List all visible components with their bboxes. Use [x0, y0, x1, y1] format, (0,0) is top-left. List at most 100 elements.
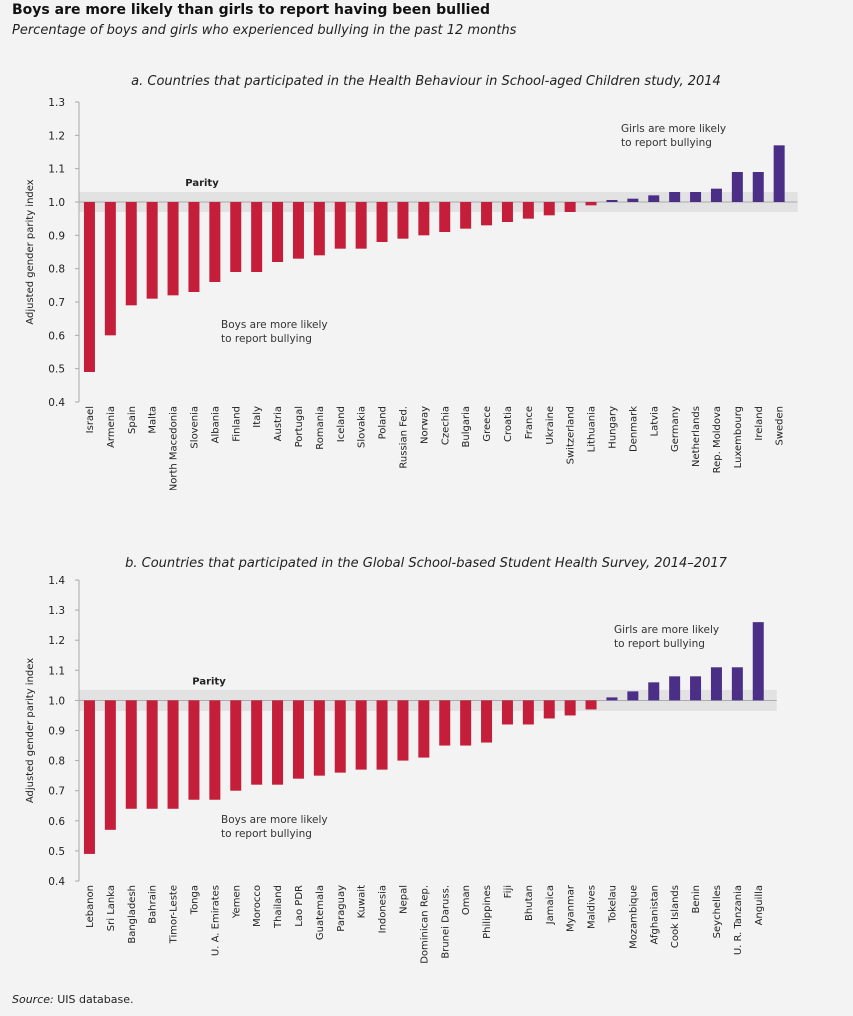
bar-portugal [292, 202, 304, 259]
category-label: Bangladesh [127, 885, 138, 944]
bar-guatemala [313, 700, 325, 776]
bar-luxembourg [731, 172, 743, 202]
category-label: Bulgaria [461, 406, 472, 447]
category-label: U. R. Tanzania [733, 885, 744, 955]
bar-ukraine [543, 202, 555, 216]
bar-morocco [251, 700, 263, 785]
category-label: France [524, 406, 535, 439]
category-label: Portugal [294, 406, 305, 447]
bar-greece [481, 202, 493, 226]
category-label: Slovenia [189, 406, 200, 449]
category-label: Romania [315, 406, 326, 450]
y-axis-label: Adjusted gender parity index [25, 658, 36, 803]
category-label: Afghanistan [649, 885, 660, 945]
category-label: Norway [419, 406, 430, 444]
bar-philippines [481, 700, 493, 743]
category-label: Bhutan [524, 885, 535, 921]
bar-slovenia [188, 202, 200, 292]
category-label: Myanmar [566, 884, 577, 932]
y-tick-label: 0.5 [48, 846, 65, 858]
category-label: Yemen [231, 885, 242, 919]
category-label: Armenia [106, 406, 117, 448]
bar-lao-pdr [292, 700, 304, 779]
category-label: Denmark [628, 406, 639, 452]
category-label: Malta [148, 406, 159, 434]
figure-subtitle: Percentage of boys and girls who experie… [12, 23, 517, 38]
category-label: Switzerland [566, 406, 577, 464]
source-text: UIS database. [53, 993, 134, 1006]
bar-tokelau [606, 697, 618, 701]
y-tick-label: 0.4 [48, 397, 65, 409]
category-label: Poland [378, 406, 389, 439]
bar-sweden [773, 145, 785, 202]
bar-maldives [585, 700, 597, 710]
category-label: Rep. Moldova [712, 406, 723, 473]
category-label: Jamaica [545, 885, 556, 925]
category-label: Tokelau [607, 885, 618, 923]
category-label: Indonesia [378, 885, 389, 933]
category-label: Sweden [775, 406, 786, 446]
boys-annotation: to report bullying [221, 333, 312, 345]
girls-annotation: Girls are more likely [614, 624, 719, 636]
category-label: U. A. Emirates [210, 885, 221, 956]
category-label: Latvia [649, 406, 660, 436]
category-label: Philippines [482, 885, 493, 939]
boys-annotation: to report bullying [221, 828, 312, 840]
bar-bulgaria [460, 202, 472, 229]
bar-netherlands [690, 192, 702, 202]
category-label: Paraguay [336, 885, 347, 932]
panel-title: b. Countries that participated in the Gl… [125, 556, 728, 571]
bar-spain [125, 202, 137, 306]
category-label: Hungary [607, 406, 618, 449]
category-label: Tonga [189, 885, 200, 915]
category-label: Slovakia [357, 406, 368, 448]
girls-annotation: to report bullying [621, 137, 712, 149]
category-label: Iceland [336, 406, 347, 442]
category-label: Anguilla [754, 885, 765, 925]
y-tick-label: 1.1 [48, 164, 65, 176]
bar-russian-fed- [397, 202, 409, 239]
bar-lebanon [83, 700, 95, 854]
y-tick-label: 1.2 [48, 130, 65, 142]
y-tick-label: 0.7 [48, 297, 65, 309]
bar-brunei-daruss- [439, 700, 451, 746]
y-tick-label: 1.1 [48, 665, 65, 677]
y-tick-label: 0.9 [48, 230, 65, 242]
bar-mozambique [627, 691, 639, 701]
source-label: Source: [12, 993, 54, 1006]
category-label: Lebanon [85, 885, 96, 928]
girls-annotation: Girls are more likely [621, 123, 726, 135]
bar-ireland [752, 172, 764, 202]
category-label: Seychelles [712, 885, 723, 938]
category-label: Cook Islands [670, 885, 681, 948]
y-tick-label: 1.4 [48, 575, 65, 587]
boys-annotation: Boys are more likely [221, 319, 328, 331]
category-label: Germany [670, 406, 681, 452]
bar-italy [251, 202, 263, 272]
category-label: Ireland [754, 406, 765, 441]
bar-bhutan [522, 700, 534, 725]
category-label: Dominican Rep. [419, 885, 430, 964]
category-label: Thailand [273, 885, 284, 929]
bar-israel [83, 202, 95, 372]
y-tick-label: 0.6 [48, 330, 65, 342]
category-label: Benin [691, 885, 702, 913]
bar-hungary [606, 200, 618, 202]
bar-tonga [188, 700, 200, 800]
category-label: Czechia [440, 406, 451, 445]
category-label: Nepal [398, 885, 409, 914]
category-label: Netherlands [691, 406, 702, 467]
bar-armenia [104, 202, 116, 336]
y-tick-label: 1.2 [48, 635, 65, 647]
chart-panel-a: a. Countries that participated in the He… [25, 74, 798, 490]
category-label: Brunei Daruss. [440, 885, 451, 959]
bar-yemen [230, 700, 242, 791]
bar-romania [313, 202, 325, 256]
category-label: Russian Fed. [398, 406, 409, 469]
category-label: Sri Lanka [106, 885, 117, 931]
bar-myanmar [564, 700, 576, 716]
bar-norway [418, 202, 430, 236]
bar-switzerland [564, 202, 576, 212]
y-tick-label: 1.3 [48, 605, 65, 617]
bar-indonesia [376, 700, 388, 770]
